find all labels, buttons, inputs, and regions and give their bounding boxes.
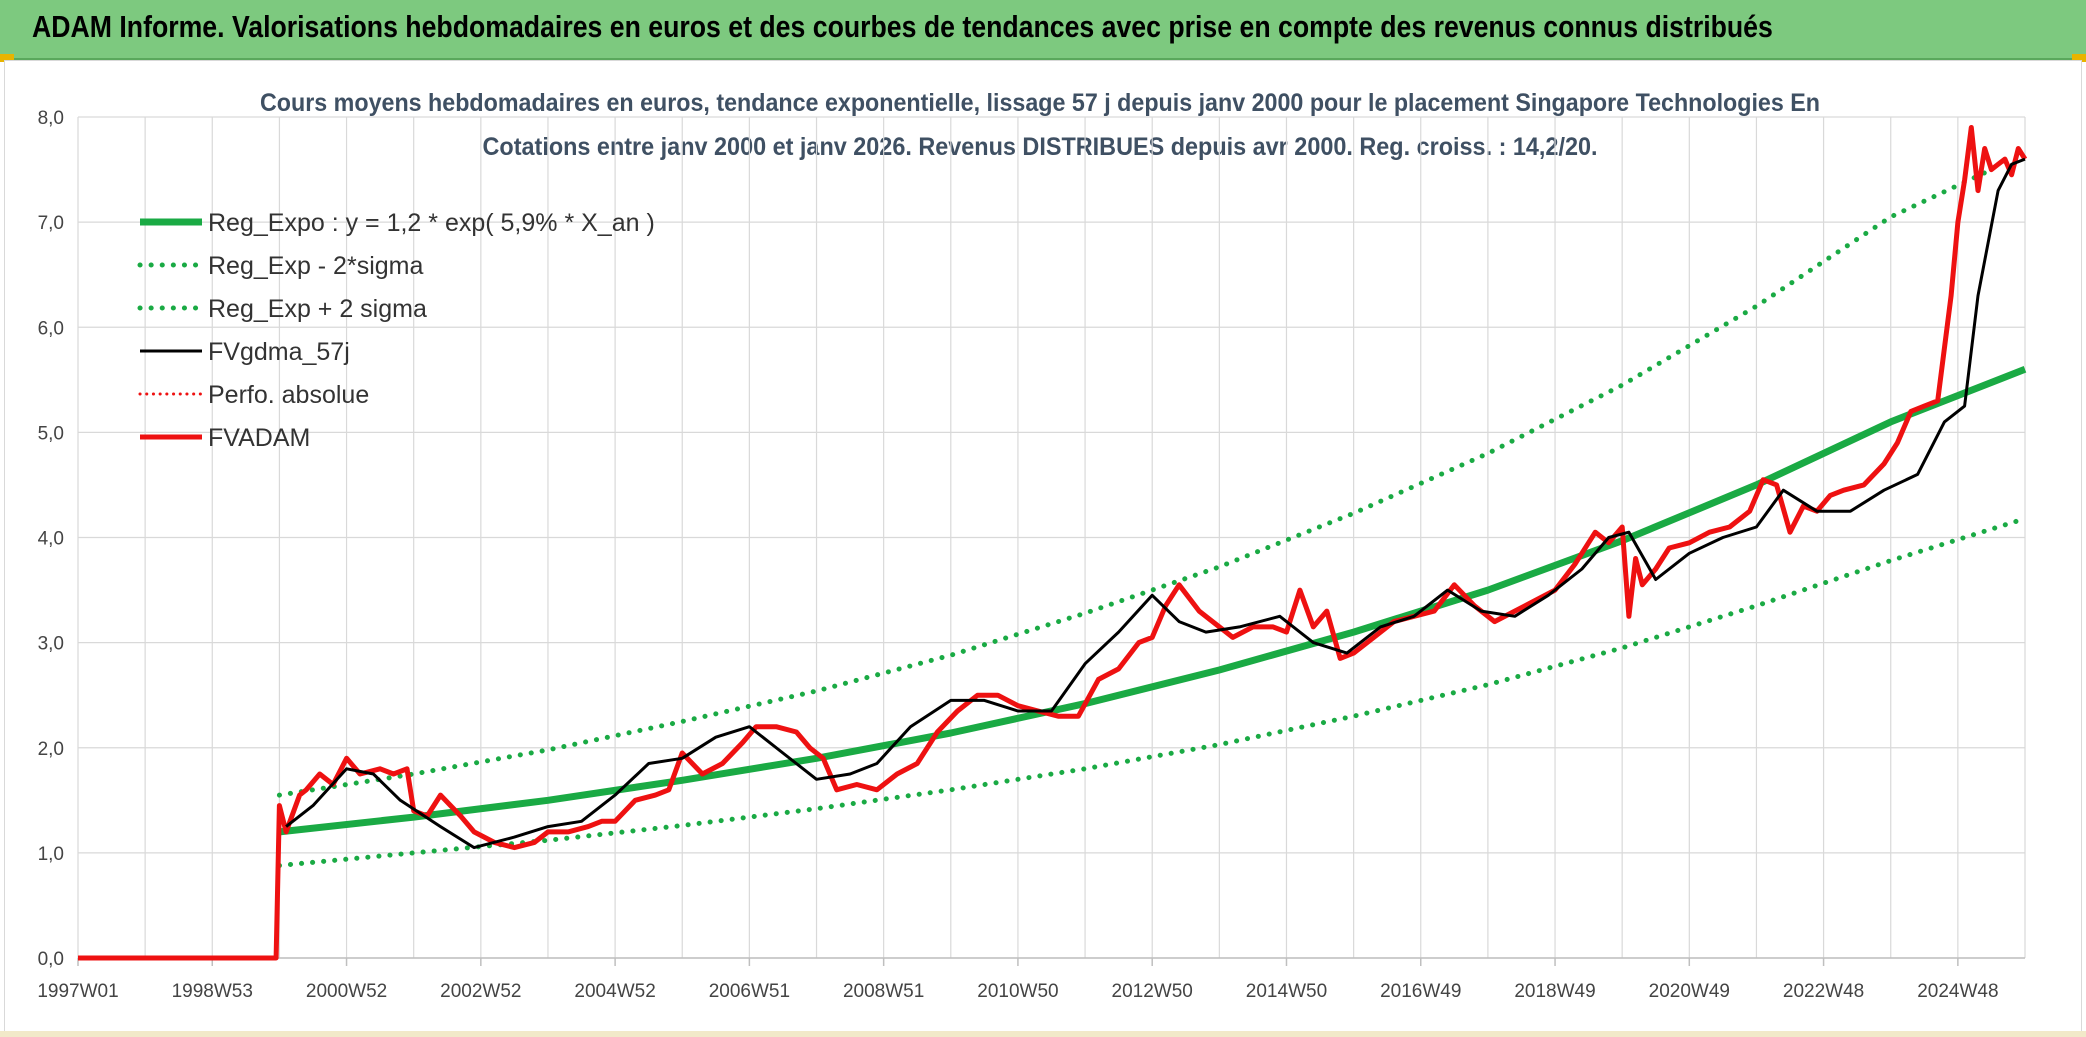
series-line-3 [285,157,2026,850]
x-axis-ticks: 1997W01 1998W53 2000W52 2002W52 2004W52 2006W… [37,958,1999,1002]
y-tick-label: 3,0 [38,634,64,655]
y-tick-label: 0,0 [38,949,64,970]
series-lines [78,125,2028,961]
chart-title-line2: Cotations entre janv 2000 et janv 2026. … [483,133,1598,161]
x-tick-label: 2010W50 [977,981,1058,1002]
chart-title-line1: Cours moyens hebdomadaires en euros, ten… [260,89,1820,117]
x-tick-label: 2012W50 [1112,981,1193,1002]
x-tick-label: 2000W52 [306,981,387,1002]
x-tick-label: 2008W51 [843,981,924,1002]
x-tick-label: 2020W49 [1649,981,1730,1002]
y-tick-label: 4,0 [38,529,64,550]
x-tick-label: 1998W53 [172,981,253,1002]
x-tick-label: 2014W50 [1246,981,1327,1002]
legend-label-4: Perfo. absolue [208,381,369,409]
x-tick-label: 2006W51 [709,981,790,1002]
x-tick-label: 1997W01 [37,981,118,1002]
legend-label-0: Reg_Expo : y = 1,2 * exp( 5,9% * X_an ) [208,209,655,237]
bottom-strip [0,1031,2086,1037]
x-tick-label: 2018W49 [1514,981,1595,1002]
y-tick-label: 8,0 [38,108,64,129]
y-tick-label: 1,0 [38,844,64,865]
y-tick-label: 5,0 [38,423,64,444]
y-tick-label: 7,0 [38,213,64,234]
x-tick-label: 2024W48 [1917,981,1998,1002]
x-tick-label: 2002W52 [440,981,521,1002]
legend: Reg_Expo : y = 1,2 * exp( 5,9% * X_an ) R… [137,209,655,452]
x-tick-label: 2016W49 [1380,981,1461,1002]
legend-label-2: Reg_Exp + 2 sigma [208,295,427,323]
series-line-5 [78,125,2028,961]
x-tick-label: 2004W52 [574,981,655,1002]
corner-mark-right [2072,54,2086,62]
y-axis-ticks: 0,0 1,0 2,0 3,0 4,0 5,0 6,0 7,0 8,0 [38,108,64,970]
series-line-0 [279,366,2027,836]
y-tick-label: 2,0 [38,739,64,760]
corner-mark-left [0,54,14,62]
series-line-2 [276,167,1994,798]
x-tick-label: 2022W48 [1783,981,1864,1002]
grid-lines [77,116,2026,959]
y-tick-label: 6,0 [38,318,64,339]
report-title: ADAM Informe. Valorisations hebdomadaire… [32,9,1773,44]
legend-label-1: Reg_Exp - 2*sigma [208,252,423,280]
legend-label-5: FVADAM [208,424,310,452]
legend-label-3: FVgdma_57j [208,338,350,366]
report-banner: ADAM Informe. Valorisations hebdomadaire… [0,0,2086,60]
